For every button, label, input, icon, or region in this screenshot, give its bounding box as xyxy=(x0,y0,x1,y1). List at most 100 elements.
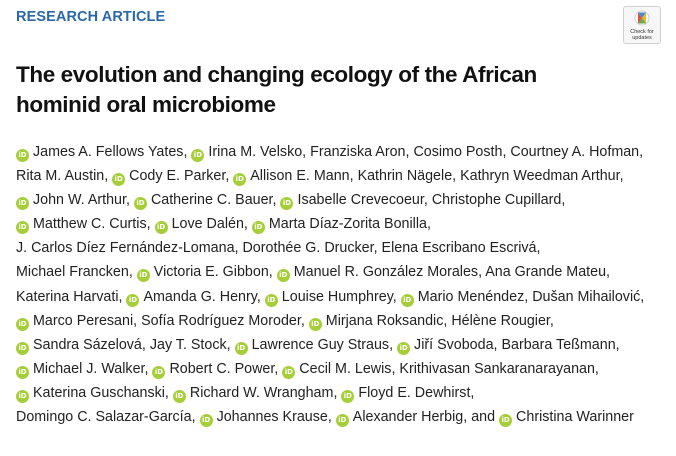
author-name-text: Courtney A. Hofman xyxy=(510,144,640,160)
author-name[interactable]: iD Victoria E. Gibbon xyxy=(136,264,269,283)
author-name[interactable]: iD Lawrence Guy Straus xyxy=(234,337,389,355)
author-name[interactable]: Ana Grande Mateu xyxy=(485,264,606,280)
author-separator: , xyxy=(327,409,336,426)
orcid-icon[interactable]: iD xyxy=(400,293,414,307)
author-name[interactable]: iD James A. Fellows Yates xyxy=(16,144,183,162)
author-name[interactable]: iD Louise Humphrey xyxy=(264,288,393,307)
author-name[interactable]: Kathryn Weedman Arthur xyxy=(460,168,619,184)
orcid-icon[interactable]: iD xyxy=(397,341,411,355)
author-name[interactable]: Domingo C. Salazar-García xyxy=(16,409,192,425)
author-name[interactable]: iD John W. Arthur xyxy=(16,192,126,211)
orcid-icon[interactable]: iD xyxy=(136,269,150,283)
author-name[interactable]: iD Manuel R. González Morales xyxy=(276,264,478,283)
check-for-updates-button[interactable]: Check for updates xyxy=(623,6,661,44)
orcid-icon[interactable]: iD xyxy=(16,221,29,235)
author-name[interactable]: Dušan Mihailović xyxy=(532,289,640,305)
author-name-text: Hélène Rougier xyxy=(451,312,550,329)
author-name[interactable]: Elena Escribano Escrivá xyxy=(382,240,537,256)
author-separator: , xyxy=(391,360,400,377)
orcid-icon[interactable]: iD xyxy=(199,414,213,428)
author-separator: , xyxy=(426,216,431,233)
author-name[interactable]: Katerina Harvati xyxy=(16,289,119,305)
author-separator: , xyxy=(243,216,252,233)
orcid-icon[interactable]: iD xyxy=(499,414,513,428)
orcid-icon[interactable]: iD xyxy=(112,173,126,187)
orcid-icon[interactable]: iD xyxy=(335,414,349,428)
author-name[interactable]: Rita M. Austin xyxy=(16,168,104,184)
author-name-text: Allison E. Mann xyxy=(250,168,350,185)
author-name[interactable]: iD Floyd E. Dewhirst xyxy=(341,384,471,403)
author-name-text: Louise Humphrey xyxy=(281,288,393,305)
orcid-icon[interactable]: iD xyxy=(133,197,147,211)
orcid-icon[interactable]: iD xyxy=(172,389,186,403)
orcid-icon[interactable]: iD xyxy=(16,365,29,379)
author-name[interactable]: iD Catherine C. Bauer xyxy=(133,192,273,211)
author-name[interactable]: iD Irina M. Velsko xyxy=(191,144,302,162)
author-separator: , xyxy=(164,384,173,401)
author-separator: , xyxy=(300,312,309,329)
author-name[interactable]: iD Katerina Guschanski xyxy=(16,385,165,403)
author-separator: , xyxy=(133,312,142,329)
author-name-text: Katerina Harvati xyxy=(16,288,119,305)
orcid-icon[interactable]: iD xyxy=(276,269,290,283)
author-name[interactable]: iD Mirjana Roksandic xyxy=(308,313,443,331)
author-name[interactable]: iD Alexander Herbig xyxy=(335,409,463,428)
orcid-icon[interactable]: iD xyxy=(16,197,29,211)
author-name[interactable]: iD Marco Peresani xyxy=(16,313,133,331)
orcid-icon[interactable]: iD xyxy=(282,365,296,379)
author-name[interactable]: Kathrin Nägele xyxy=(358,168,453,184)
author-name[interactable]: J. Carlos Díez Fernández-Lomana xyxy=(16,240,235,256)
author-name-text: Franziska Aron xyxy=(310,144,406,160)
author-name[interactable]: iD Richard W. Wrangham xyxy=(172,384,334,403)
author-name[interactable]: iD Robert C. Power xyxy=(152,361,274,379)
author-name[interactable]: iD Love Dalén xyxy=(154,216,244,235)
orcid-icon[interactable]: iD xyxy=(264,293,278,307)
author-name[interactable]: iD Cecil M. Lewis xyxy=(282,361,391,379)
author-name-text: Krithivasan Sankaranarayanan xyxy=(399,360,595,377)
author-name-text: Floyd E. Dewhirst xyxy=(358,384,471,401)
author-name[interactable]: iD Mario Menéndez xyxy=(400,289,524,307)
orcid-icon[interactable]: iD xyxy=(191,149,205,162)
author-name[interactable]: Cosimo Posth xyxy=(413,144,502,160)
crossmark-icon xyxy=(634,10,650,26)
orcid-icon[interactable]: iD xyxy=(280,197,294,211)
author-name[interactable]: iD Marta Díaz-Zorita Bonilla xyxy=(251,216,427,235)
article-type-label: RESEARCH ARTICLE xyxy=(16,9,166,25)
orcid-icon[interactable]: iD xyxy=(16,389,29,403)
author-name[interactable]: Michael Francken xyxy=(16,264,129,280)
orcid-icon[interactable]: iD xyxy=(16,341,29,355)
author-name[interactable]: Krithivasan Sankaranarayanan xyxy=(399,361,595,377)
orcid-icon[interactable]: iD xyxy=(234,341,248,355)
orcid-icon[interactable]: iD xyxy=(16,317,29,331)
author-name[interactable]: iD Michael J. Walker xyxy=(16,361,145,379)
author-name[interactable]: Dorothée G. Drucker xyxy=(242,240,373,256)
orcid-icon[interactable]: iD xyxy=(126,293,140,307)
orcid-icon[interactable]: iD xyxy=(16,149,29,162)
author-separator: , xyxy=(274,360,283,377)
orcid-icon[interactable]: iD xyxy=(308,317,322,331)
author-name[interactable]: Barbara Teßmann xyxy=(501,337,615,353)
author-name[interactable]: Sofía Rodríguez Moroder xyxy=(141,313,301,329)
author-name[interactable]: iD Amanda G. Henry xyxy=(126,289,257,307)
orcid-icon[interactable]: iD xyxy=(341,389,355,403)
author-name-text: Ana Grande Mateu xyxy=(485,264,607,281)
orcid-icon[interactable]: iD xyxy=(233,173,247,187)
author-name[interactable]: Franziska Aron xyxy=(310,144,405,160)
author-name[interactable]: iD Sandra Sázelová xyxy=(16,337,142,355)
author-name[interactable]: iD Jiří Svoboda xyxy=(397,337,494,355)
author-name[interactable]: Jay T. Stock xyxy=(150,337,227,353)
author-name[interactable]: Hélène Rougier xyxy=(451,313,550,329)
orcid-icon[interactable]: iD xyxy=(154,221,168,235)
author-name[interactable]: iD Isabelle Crevecoeur xyxy=(280,192,424,211)
author-name-text: Richard W. Wrangham xyxy=(189,384,334,401)
author-name[interactable]: iD Johannes Krause xyxy=(199,409,328,428)
orcid-icon[interactable]: iD xyxy=(251,221,265,235)
author-name[interactable]: iD Allison E. Mann xyxy=(233,168,350,187)
author-name[interactable]: iD Cody E. Parker xyxy=(112,168,225,187)
orcid-icon[interactable]: iD xyxy=(152,365,166,379)
author-name[interactable]: Christophe Cupillard xyxy=(432,192,562,208)
author-name[interactable]: iD Christina Warinner xyxy=(499,409,634,428)
check-for-updates-label: Check for updates xyxy=(624,29,660,41)
author-name[interactable]: iD Matthew C. Curtis xyxy=(16,216,147,235)
author-name[interactable]: Courtney A. Hofman xyxy=(510,144,639,160)
